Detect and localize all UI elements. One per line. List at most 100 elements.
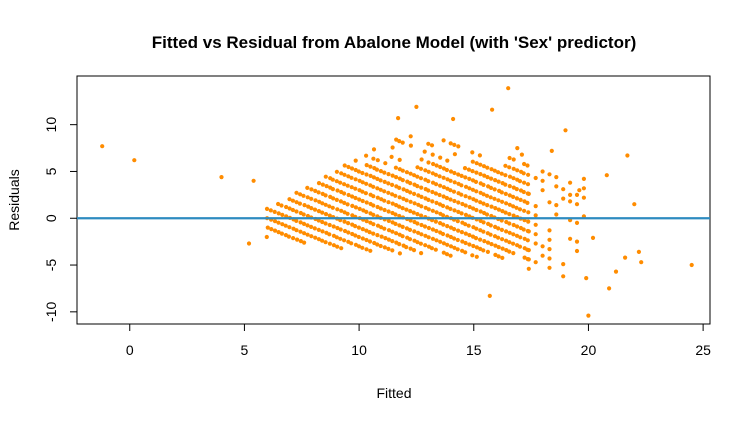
data-point	[448, 178, 453, 183]
data-point	[360, 180, 365, 185]
data-point	[489, 176, 494, 181]
data-point	[415, 165, 420, 170]
data-point	[511, 232, 516, 237]
data-point	[504, 238, 509, 243]
data-point	[452, 236, 457, 241]
data-point	[568, 236, 573, 241]
data-point	[515, 146, 520, 151]
data-point	[481, 164, 487, 169]
data-point	[533, 222, 538, 227]
data-point	[342, 182, 347, 187]
data-point	[334, 179, 339, 184]
data-point	[510, 204, 516, 209]
data-point	[496, 179, 501, 184]
data-point	[484, 212, 490, 217]
data-point	[408, 134, 413, 139]
data-point	[504, 229, 509, 234]
data-point	[100, 144, 105, 149]
data-point	[496, 254, 501, 259]
data-point	[547, 247, 552, 252]
data-point	[482, 173, 487, 178]
data-point	[473, 236, 479, 241]
data-point	[411, 210, 416, 215]
data-point	[360, 227, 365, 232]
data-point	[342, 191, 347, 196]
data-point	[463, 184, 469, 189]
data-point	[438, 183, 443, 188]
data-point	[474, 189, 479, 194]
data-point	[496, 226, 501, 231]
data-point	[547, 237, 552, 242]
data-point	[364, 228, 369, 233]
data-point	[522, 255, 527, 260]
data-point	[386, 190, 391, 195]
data-point	[448, 197, 453, 202]
data-point	[297, 201, 302, 206]
data-point	[423, 168, 428, 173]
data-point	[357, 206, 362, 211]
data-point	[298, 192, 303, 197]
data-point	[623, 255, 628, 260]
data-point	[496, 207, 501, 212]
data-point	[346, 230, 351, 235]
data-point	[478, 200, 483, 205]
data-point	[375, 195, 380, 200]
data-point	[423, 243, 428, 248]
data-point	[438, 155, 443, 160]
data-point	[515, 224, 520, 229]
data-point	[335, 225, 340, 231]
data-point	[547, 172, 552, 177]
data-point	[364, 163, 369, 168]
data-point	[522, 180, 527, 185]
data-point	[467, 195, 472, 200]
data-point	[350, 194, 355, 199]
data-point	[485, 249, 490, 254]
data-point	[503, 173, 508, 178]
data-point	[309, 206, 314, 211]
data-point	[434, 228, 439, 234]
y-tick-label: -5	[43, 259, 59, 272]
data-point	[452, 208, 457, 213]
data-point	[510, 241, 516, 246]
data-point	[419, 185, 424, 190]
data-point	[251, 178, 256, 183]
data-point	[511, 213, 516, 218]
data-point	[533, 241, 538, 246]
data-point	[511, 157, 516, 162]
data-point	[474, 245, 479, 250]
data-point	[342, 238, 347, 243]
data-point	[272, 209, 277, 214]
data-point	[477, 153, 482, 158]
data-point	[305, 232, 310, 237]
data-point	[291, 236, 296, 241]
data-point	[581, 186, 587, 191]
data-point	[459, 192, 464, 197]
data-point	[507, 165, 512, 170]
data-point	[386, 246, 391, 251]
data-point	[323, 202, 328, 207]
data-point	[397, 157, 402, 162]
data-point	[309, 187, 314, 192]
data-point	[408, 190, 413, 195]
data-point	[496, 235, 501, 240]
data-point	[342, 228, 348, 234]
data-point	[335, 244, 340, 249]
data-point	[540, 244, 545, 249]
data-point	[452, 245, 457, 250]
data-point	[397, 139, 402, 144]
data-point	[302, 203, 307, 208]
data-point	[526, 219, 531, 224]
data-point	[533, 260, 538, 265]
data-point	[561, 274, 566, 279]
data-point	[568, 180, 573, 185]
data-point	[547, 200, 552, 205]
data-point	[522, 161, 527, 167]
data-point	[290, 207, 295, 213]
data-point	[287, 206, 292, 211]
data-point	[467, 176, 472, 181]
data-point	[386, 172, 391, 177]
data-point	[386, 237, 391, 242]
data-point	[419, 204, 424, 209]
data-point	[265, 225, 270, 230]
data-point	[474, 207, 479, 213]
